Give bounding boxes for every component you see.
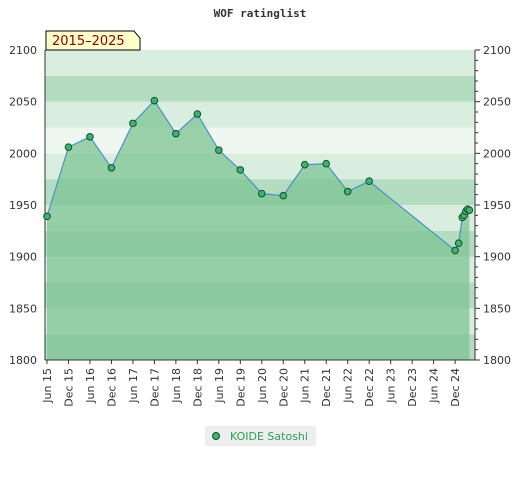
legend: KOIDE Satoshi xyxy=(205,426,316,446)
x-tick-label: Jun 22 xyxy=(342,368,355,404)
legend-marker xyxy=(212,432,220,440)
x-tick-label: Dec 24 xyxy=(449,368,462,407)
y-tick-label-left: 2000 xyxy=(9,147,37,160)
y-tick-label-left: 1800 xyxy=(9,354,37,367)
area-fill xyxy=(47,100,470,360)
data-point xyxy=(257,189,266,198)
data-point xyxy=(43,212,51,221)
data-point xyxy=(454,239,463,248)
y-tick-label-left: 1850 xyxy=(9,302,37,315)
data-point xyxy=(322,159,331,168)
y-tick-label-right: 1950 xyxy=(483,199,511,212)
y-tick-label-right: 2100 xyxy=(483,44,511,57)
x-tick-label: Dec 15 xyxy=(62,368,75,407)
x-tick-label: Jun 21 xyxy=(299,368,312,404)
y-tick-label-right: 1900 xyxy=(483,251,511,264)
band xyxy=(45,75,475,102)
data-point xyxy=(129,119,137,128)
x-tick-label: Dec 21 xyxy=(320,368,333,407)
chart-title: WOF ratinglist xyxy=(214,7,307,20)
data-point xyxy=(107,164,116,172)
x-tick-label: Jun 16 xyxy=(84,368,97,404)
band xyxy=(45,50,475,76)
y-tick-label-right: 1800 xyxy=(483,354,511,367)
x-tick-label: Jun 17 xyxy=(127,368,140,404)
y-tick-label-right: 1850 xyxy=(483,302,511,315)
x-tick-label: Jun 24 xyxy=(428,368,441,404)
y-tick-label-right: 2000 xyxy=(483,147,511,160)
period-badge-text: 2015–2025 xyxy=(52,34,125,49)
data-point xyxy=(279,191,288,200)
data-point xyxy=(215,146,223,155)
y-tick-label-left: 1900 xyxy=(9,251,37,264)
legend-label: KOIDE Satoshi xyxy=(230,430,308,443)
x-tick-label: Dec 19 xyxy=(234,368,247,407)
data-point xyxy=(300,160,309,169)
x-tick-label: Jun 19 xyxy=(213,368,226,404)
data-markers xyxy=(43,96,474,255)
x-tick-label: Dec 22 xyxy=(363,368,376,407)
data-point xyxy=(236,166,245,174)
axes: 1800 1800 1850 1850 1900 1900 1950 1950 2000 2000… xyxy=(9,44,511,407)
x-tick-label: Dec 16 xyxy=(105,368,118,407)
x-tick-label: Jun 23 xyxy=(385,368,398,404)
data-point xyxy=(193,110,202,118)
band xyxy=(45,127,475,154)
data-point xyxy=(172,129,180,138)
y-tick-label-left: 1950 xyxy=(9,199,37,212)
x-tick-label: Dec 20 xyxy=(277,368,290,407)
data-point xyxy=(343,187,352,196)
y-tick-label-left: 2100 xyxy=(9,44,37,57)
x-tick-label: Dec 23 xyxy=(406,368,419,407)
x-tick-label: Jun 18 xyxy=(170,368,183,404)
x-tick-label: Dec 17 xyxy=(148,368,161,407)
period-badge: 2015–2025 xyxy=(45,30,141,51)
data-point xyxy=(150,96,159,105)
y-tick-label-right: 2050 xyxy=(483,96,511,109)
x-tick-label: Jun 20 xyxy=(256,368,269,404)
x-tick-label: Jun 15 xyxy=(41,368,54,404)
data-point xyxy=(451,246,459,255)
y-tick-label-left: 2050 xyxy=(9,96,37,109)
x-tick-label: Dec 18 xyxy=(191,368,204,407)
data-point xyxy=(365,177,373,186)
band xyxy=(45,101,475,128)
data-point xyxy=(64,143,73,151)
data-point xyxy=(465,206,474,214)
data-point xyxy=(86,133,94,141)
